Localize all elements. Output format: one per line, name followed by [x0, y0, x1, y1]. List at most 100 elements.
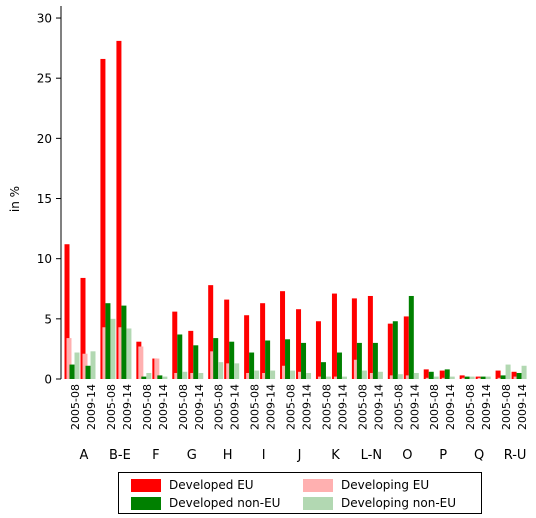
- x-tick-label: 2005-08: [500, 384, 513, 430]
- group-label: I: [262, 448, 266, 463]
- y-axis-label: in %: [8, 186, 22, 212]
- legend-swatch: [131, 496, 161, 510]
- bar: [82, 353, 88, 379]
- bar: [224, 299, 230, 379]
- bar: [118, 327, 124, 379]
- bar: [317, 376, 323, 379]
- x-tick-label: 2005-08: [177, 384, 190, 430]
- bar: [229, 341, 235, 379]
- bar: [389, 375, 395, 379]
- bar: [333, 376, 339, 379]
- x-tick-label: 2009-14: [85, 384, 98, 430]
- bar: [102, 327, 108, 379]
- x-tick-label: 2009-14: [480, 384, 493, 430]
- x-tick-label: 2009-14: [157, 384, 170, 430]
- x-tick-label: 2005-08: [285, 384, 298, 430]
- bar: [282, 365, 288, 379]
- bar: [505, 364, 511, 379]
- bar: [66, 338, 72, 379]
- bar: [141, 376, 147, 379]
- group-label: A: [80, 448, 89, 463]
- x-tick-label: 2009-14: [372, 384, 385, 430]
- bar: [433, 376, 439, 379]
- bar: [105, 303, 111, 379]
- bar: [320, 362, 326, 379]
- bar: [408, 295, 414, 379]
- bar: [413, 372, 419, 379]
- bar: [367, 295, 373, 379]
- bar: [177, 334, 183, 379]
- bar: [397, 374, 403, 379]
- legend-item-developing-non-eu: Developing non-EU: [303, 496, 456, 510]
- bar: [513, 376, 519, 379]
- y-tick-label: 30: [37, 12, 52, 26]
- bar: [218, 362, 224, 379]
- x-tick-label: 2005-08: [105, 384, 118, 430]
- bar: [449, 376, 455, 379]
- group-label: O: [402, 448, 412, 463]
- x-tick-label: 2009-14: [193, 384, 206, 430]
- bar: [74, 352, 80, 379]
- bar: [405, 375, 411, 379]
- axes: 0 5 10 15 20 25 30: [37, 6, 62, 387]
- bar: [244, 315, 250, 379]
- x-tick-label: 2009-14: [229, 384, 242, 430]
- bar: [100, 58, 106, 380]
- bar: [265, 340, 271, 379]
- bar: [262, 372, 268, 379]
- bar: [188, 330, 194, 379]
- legend-label: Developing non-EU: [341, 496, 457, 510]
- group-label: J: [297, 448, 302, 463]
- bar: [325, 376, 331, 379]
- legend-swatch: [303, 478, 333, 492]
- x-tick-label: 2005-08: [428, 384, 441, 430]
- bar: [174, 372, 180, 379]
- bar: [353, 359, 359, 379]
- x-tick-label: 2005-08: [69, 384, 82, 430]
- bar: [254, 370, 260, 379]
- bar: [428, 371, 434, 379]
- bar: [69, 364, 75, 379]
- bar: [331, 293, 337, 379]
- group-label: F: [152, 448, 159, 463]
- bar: [246, 372, 252, 379]
- bar: [126, 328, 132, 379]
- group-label: R-U: [504, 448, 527, 463]
- bar: [157, 375, 163, 379]
- bar: [285, 339, 291, 379]
- bar: [306, 372, 312, 379]
- x-tick-label: 2009-14: [408, 384, 421, 430]
- bar: [500, 375, 506, 379]
- group-label: Q: [474, 448, 484, 463]
- bar: [392, 321, 398, 379]
- bar: [441, 377, 447, 379]
- x-tick-label: 2005-08: [213, 384, 226, 430]
- bar: [387, 323, 393, 379]
- bar: [290, 370, 296, 379]
- x-tick-label: 2009-14: [444, 384, 457, 430]
- x-tick-label: 2009-14: [336, 384, 349, 430]
- bar: [138, 346, 144, 379]
- x-tick-label: 2009-14: [265, 384, 278, 430]
- bar: [208, 285, 214, 379]
- bar: [315, 321, 321, 379]
- bar: [154, 358, 160, 379]
- group-label: L-N: [361, 448, 382, 463]
- bar: [485, 376, 491, 379]
- bar: [110, 318, 116, 379]
- bar: [190, 372, 196, 379]
- bar: [459, 375, 465, 379]
- bar: [280, 291, 286, 379]
- bar: [198, 372, 204, 379]
- bar: [296, 309, 302, 379]
- bar: [116, 40, 122, 379]
- bar: [403, 316, 409, 379]
- bar: [351, 298, 357, 379]
- x-tick-label: 2005-08: [249, 384, 262, 430]
- bar: [461, 377, 467, 379]
- bar: [516, 372, 522, 379]
- group-label: B-E: [109, 448, 131, 463]
- bar: [369, 372, 375, 379]
- x-tick-label: 2009-14: [301, 384, 314, 430]
